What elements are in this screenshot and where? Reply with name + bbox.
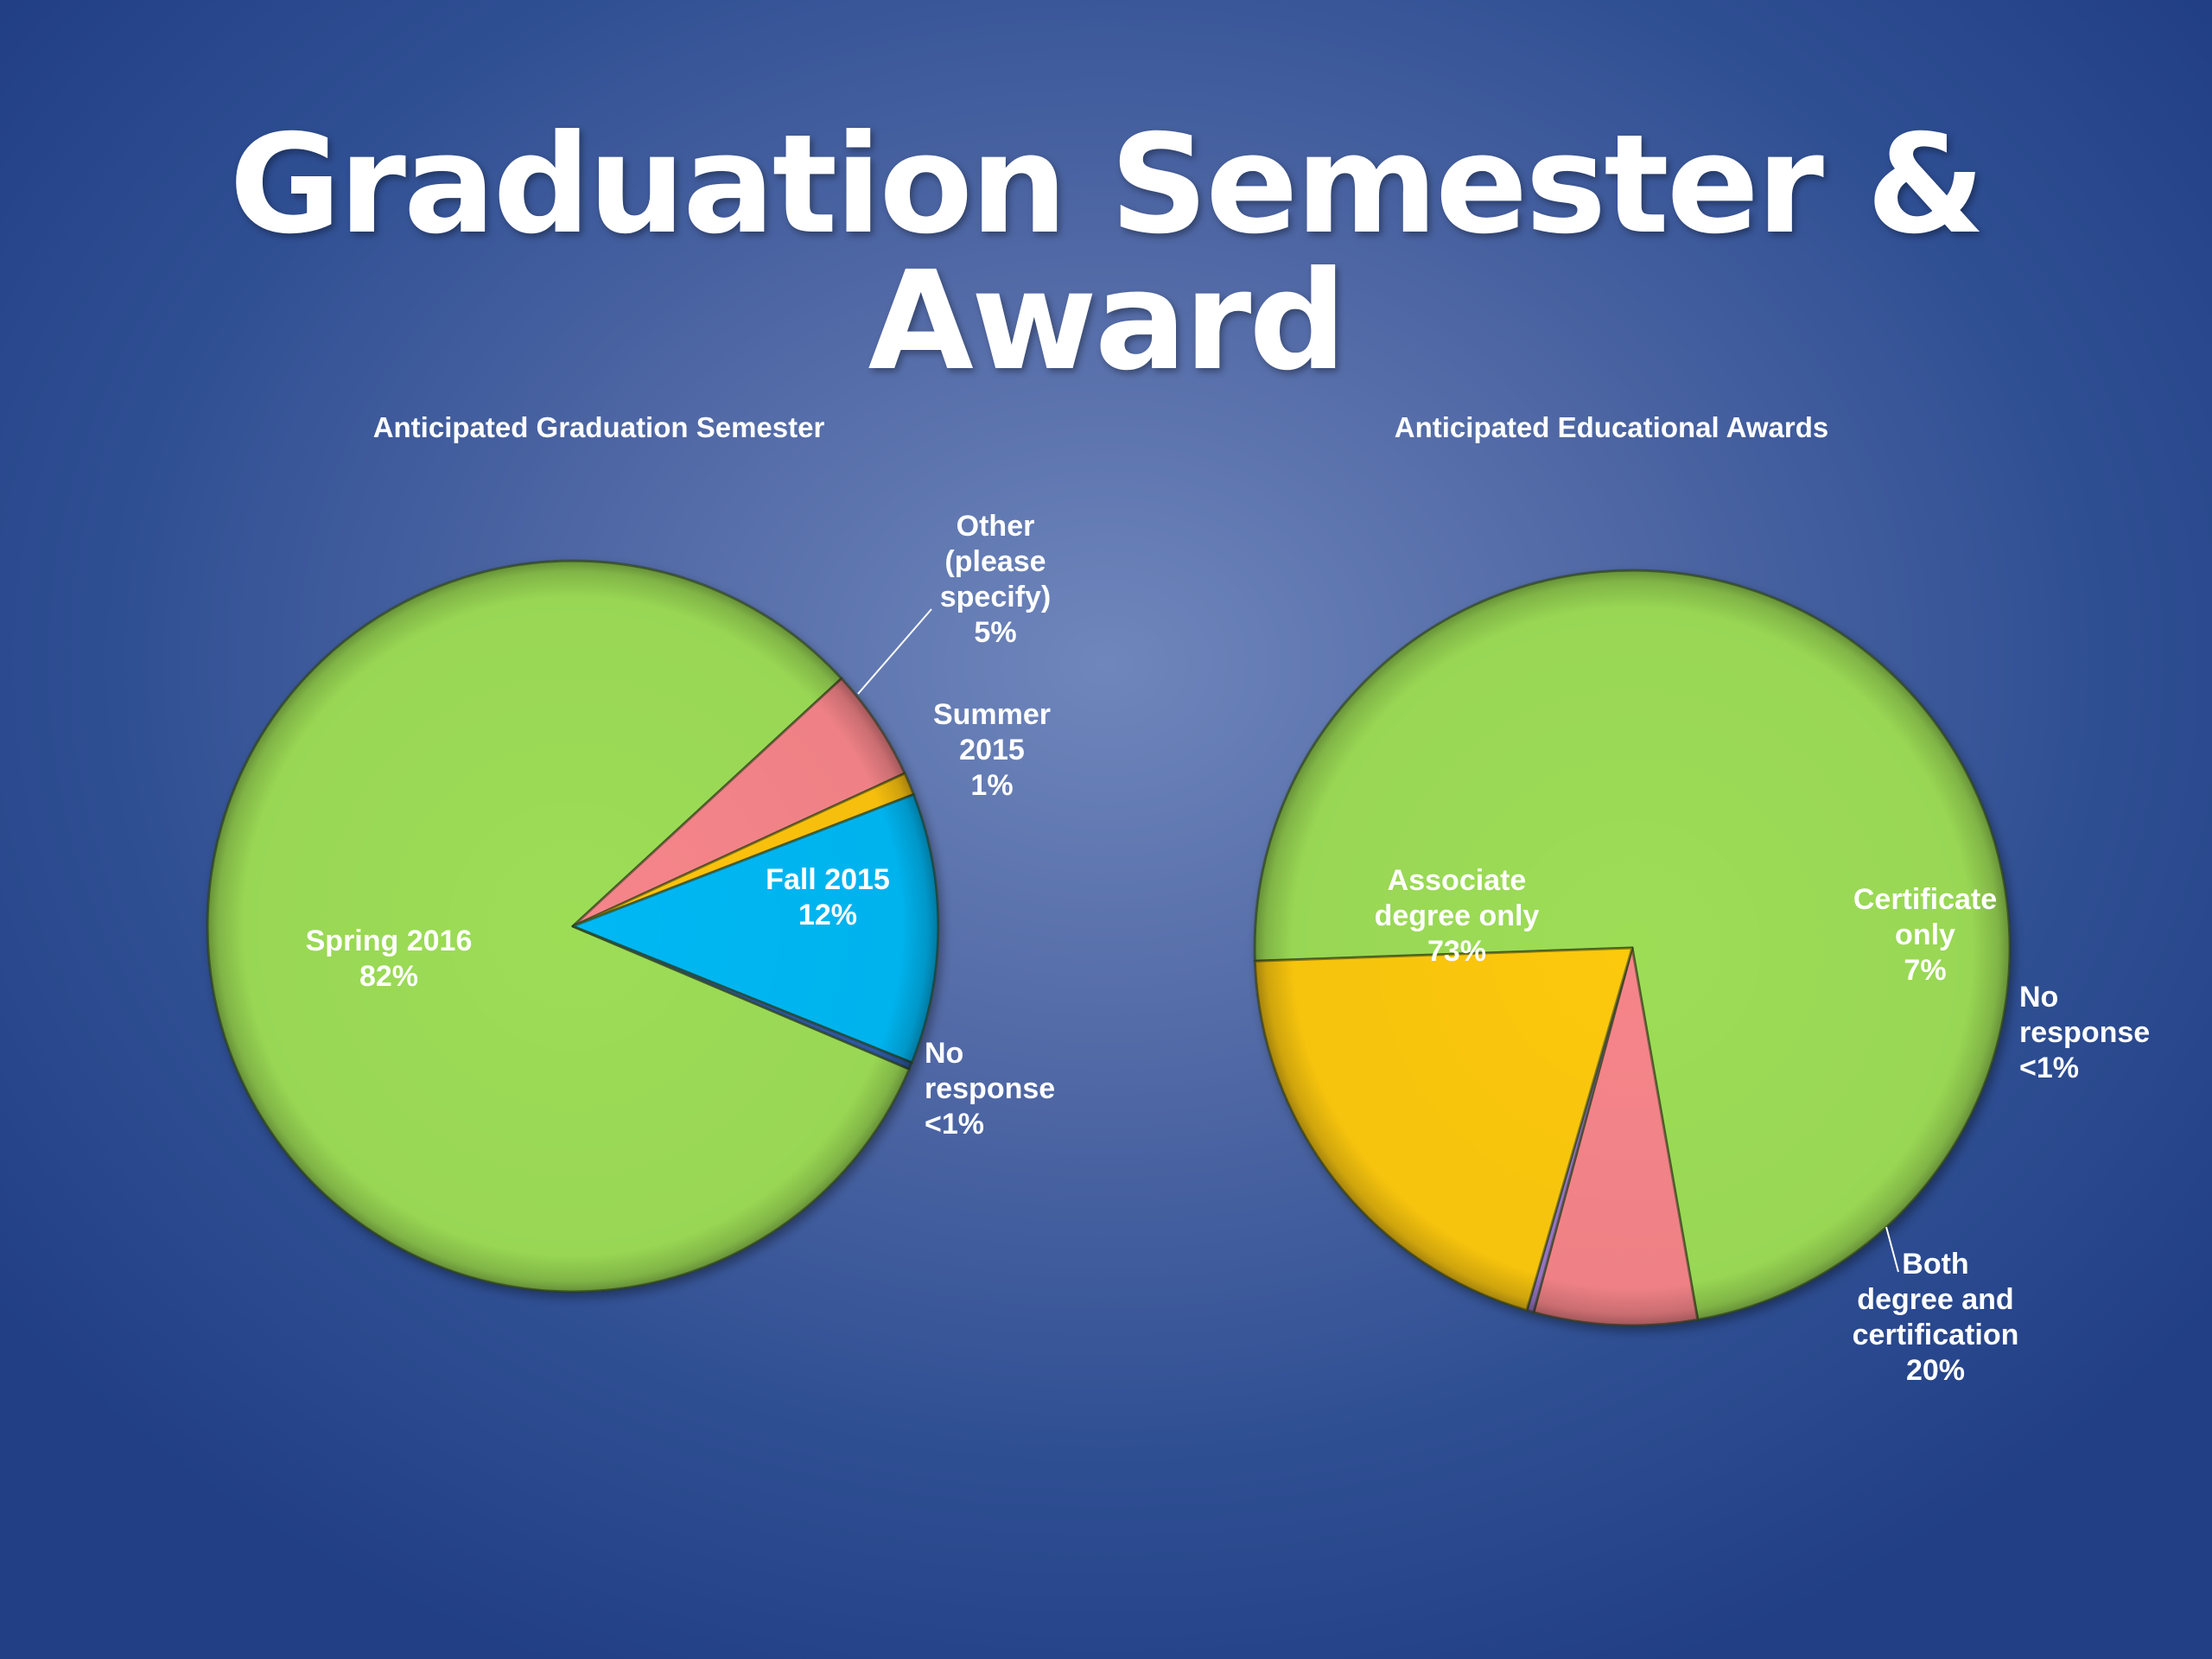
data-label-certificate-only: Certificate only 7% (1853, 883, 1997, 987)
slide-title: Graduation Semester & Award (229, 105, 1985, 401)
leader-line-both-degree-and-certification (1885, 1226, 1899, 1273)
chart-graduation-semester: Anticipated Graduation Semester Spring 2… (206, 411, 1056, 1294)
data-label-summer-2015: Summer 2015 1% (933, 698, 1051, 802)
data-label-other-please-specify: Other (please specify) 5% (940, 510, 1052, 649)
data-label-spring-2016: Spring 2016 82% (306, 925, 473, 993)
chart-educational-awards: Anticipated Educational Awards Associate… (1253, 411, 2151, 1387)
data-label-fall-2015: Fall 2015 12% (766, 863, 890, 931)
data-label-associate-degree-only: Associate degree only 73% (1375, 864, 1540, 968)
pie-educational-awards-labels: Associate degree only 73% Certificate only 7%… (1375, 864, 2151, 1387)
data-label-no-response: No response <1% (2019, 981, 2150, 1084)
leader-line-other-please-specify (857, 608, 932, 695)
data-label-no-response: No response <1% (925, 1037, 1055, 1141)
data-label-both-degree-and-certification: Both degree and certification 20% (1853, 1248, 2019, 1387)
pie-graduation-semester-labels: Spring 2016 82% Other (please specify) 5% Summ… (306, 510, 1056, 1141)
chart-1-title: Anticipated Graduation Semester (373, 411, 825, 443)
chart-2-title: Anticipated Educational Awards (1395, 411, 1828, 443)
